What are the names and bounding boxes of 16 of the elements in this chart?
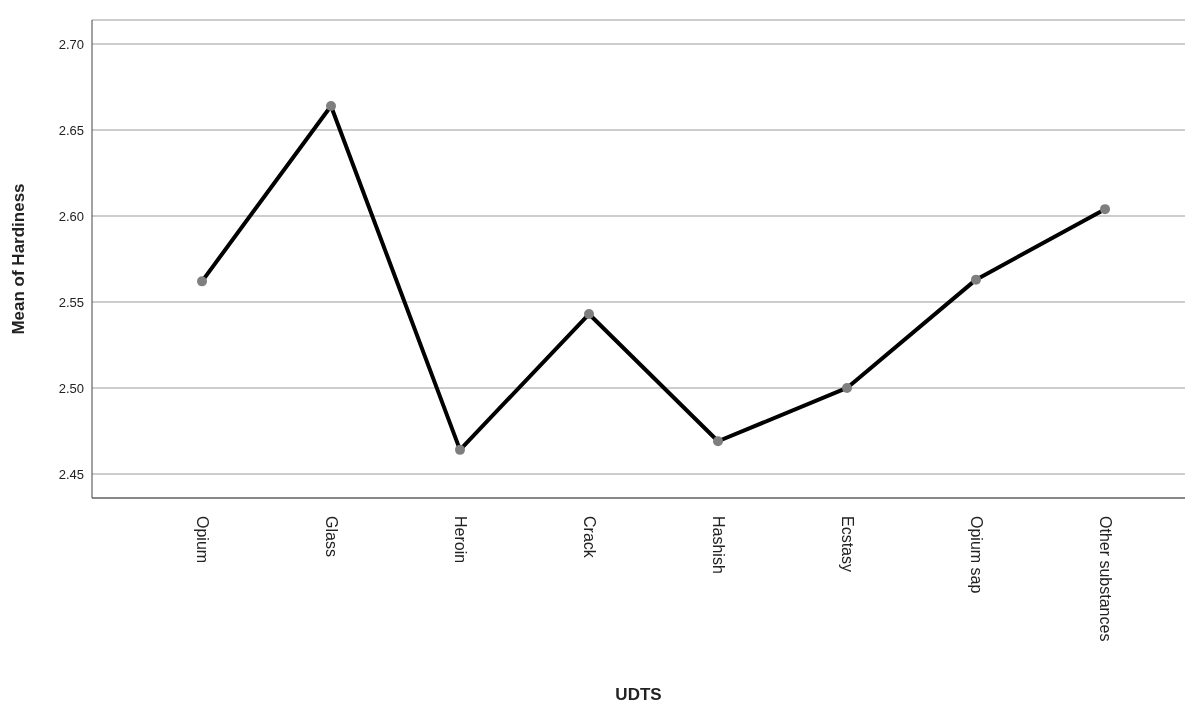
x-tick-label: Hashish (709, 516, 727, 574)
x-tick-label: Other substances (1096, 516, 1114, 642)
y-tick-label: 2.60 (58, 208, 84, 224)
x-tick-label: Opium sap (967, 516, 985, 594)
x-tick-label: Heroin (451, 516, 469, 564)
x-tick-label: Ecstasy (838, 516, 856, 573)
x-tick-label: Glass (322, 516, 340, 557)
y-tick-label: 2.65 (58, 122, 84, 138)
x-axis-title: UDTS (615, 685, 662, 704)
y-tick-label: 2.45 (58, 466, 84, 482)
y-tick-label: 2.70 (58, 36, 84, 52)
x-tick-label: Opium (193, 516, 211, 564)
y-axis-title: Mean of Hardiness (9, 183, 29, 335)
y-tick-label: 2.55 (58, 294, 84, 310)
x-tick-label: Crack (580, 516, 598, 559)
y-tick-label: 2.50 (58, 380, 84, 396)
